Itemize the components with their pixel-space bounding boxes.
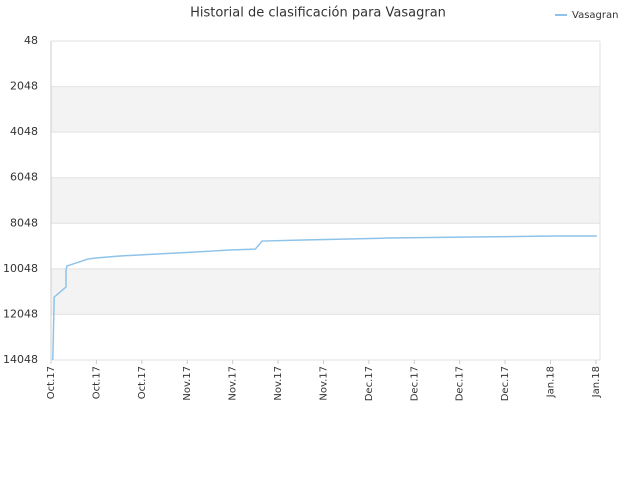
x-tick-label: Oct.17 bbox=[137, 366, 148, 399]
y-tick-label: 12048 bbox=[3, 307, 38, 320]
y-tick-label: 14048 bbox=[3, 353, 38, 366]
grid-band bbox=[51, 268, 600, 315]
chart-title: Historial de clasificación para Vasagran bbox=[190, 6, 446, 21]
x-tick-label: Oct.17 bbox=[46, 366, 57, 399]
y-tick-label: 6048 bbox=[10, 171, 38, 184]
x-tick-label: Nov.17 bbox=[273, 366, 284, 401]
grid-band bbox=[51, 86, 600, 133]
x-tick-label: Nov.17 bbox=[182, 366, 193, 401]
x-tick-label: Nov.17 bbox=[318, 366, 329, 401]
y-tick-label: 10048 bbox=[3, 262, 38, 275]
legend-label: Vasagran bbox=[572, 10, 618, 21]
x-tick-label: Dec.17 bbox=[455, 366, 466, 401]
x-tick-label: Jan.18 bbox=[546, 366, 557, 398]
series-line bbox=[52, 235, 597, 361]
x-tick-label: Dec.17 bbox=[364, 366, 375, 401]
y-tick-label: 8048 bbox=[10, 216, 38, 229]
x-tick-label: Dec.17 bbox=[500, 366, 511, 401]
x-tick-label: Oct.17 bbox=[91, 366, 102, 399]
x-tick-label: Dec.17 bbox=[409, 366, 420, 401]
y-tick-label: 4048 bbox=[10, 125, 38, 138]
x-tick-label: Nov.17 bbox=[228, 366, 239, 401]
y-tick-label: 48 bbox=[24, 34, 38, 47]
x-tick-label: Jan.18 bbox=[591, 366, 602, 398]
y-tick-label: 2048 bbox=[10, 80, 38, 93]
grid-band bbox=[51, 177, 600, 224]
